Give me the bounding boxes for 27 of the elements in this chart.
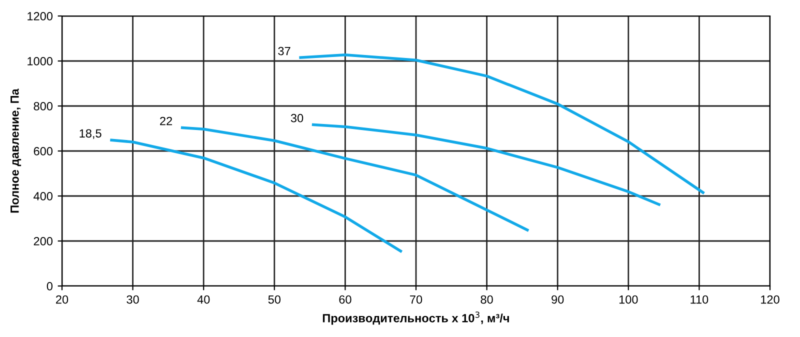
x-tick-label: 90 xyxy=(552,295,564,304)
series-label: 22 xyxy=(160,116,172,126)
x-tick-label: 70 xyxy=(410,295,422,304)
x-tick-label: 100 xyxy=(619,295,638,304)
y-tick-label: 800 xyxy=(34,102,53,110)
y-tick-label: 1000 xyxy=(28,57,53,66)
y-tick-label: 600 xyxy=(34,147,53,156)
series-label: 18,5 xyxy=(80,129,102,139)
x-tick-label: 110 xyxy=(690,295,708,304)
y-tick-label: 200 xyxy=(34,237,53,246)
series-label: 30 xyxy=(290,114,304,122)
x-tick-label: 40 xyxy=(197,295,210,304)
y-tick-label: 0 xyxy=(46,282,53,290)
series-label: 37 xyxy=(278,46,290,56)
x-tick-label: 30 xyxy=(126,295,139,304)
x-tick-label: 60 xyxy=(339,295,352,304)
x-tick-label: 50 xyxy=(268,295,281,304)
x-tick-label: 20 xyxy=(56,295,68,304)
y-tick-label: 1200 xyxy=(28,12,53,20)
x-axis-title: Производительность x 10$^{3}$, м³/ч xyxy=(322,312,509,325)
line-series xyxy=(310,123,662,206)
line-series xyxy=(108,138,404,254)
line-series xyxy=(180,126,530,232)
y-tick-label: 400 xyxy=(34,192,53,200)
x-tick-label: 120 xyxy=(761,295,780,304)
y-axis-title: Полное давление, Па xyxy=(10,88,22,213)
x-tick-label: 80 xyxy=(480,295,493,304)
